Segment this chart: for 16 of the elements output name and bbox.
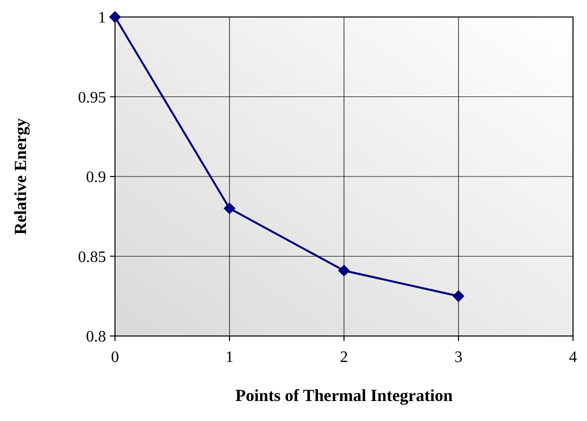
- x-tick-label: 3: [454, 349, 462, 366]
- x-axis-title: Points of Thermal Integration: [235, 386, 454, 405]
- y-tick-label: 0.95: [78, 89, 106, 106]
- x-tick-label: 4: [569, 349, 577, 366]
- x-tick-label: 1: [226, 349, 234, 366]
- y-tick-label: 0.9: [86, 169, 106, 186]
- point: [338, 264, 350, 277]
- point: [452, 290, 464, 302]
- x-tick-label: 0: [111, 349, 119, 366]
- y-tick-label: 1: [98, 10, 106, 27]
- y-tick-label: 0.85: [78, 248, 106, 266]
- y-tick-label: 0.8: [86, 328, 106, 346]
- x-tick-label: 2: [340, 349, 348, 366]
- point: [109, 11, 121, 23]
- point: [224, 202, 236, 214]
- y-axis-title: Relative Energy: [11, 118, 30, 235]
